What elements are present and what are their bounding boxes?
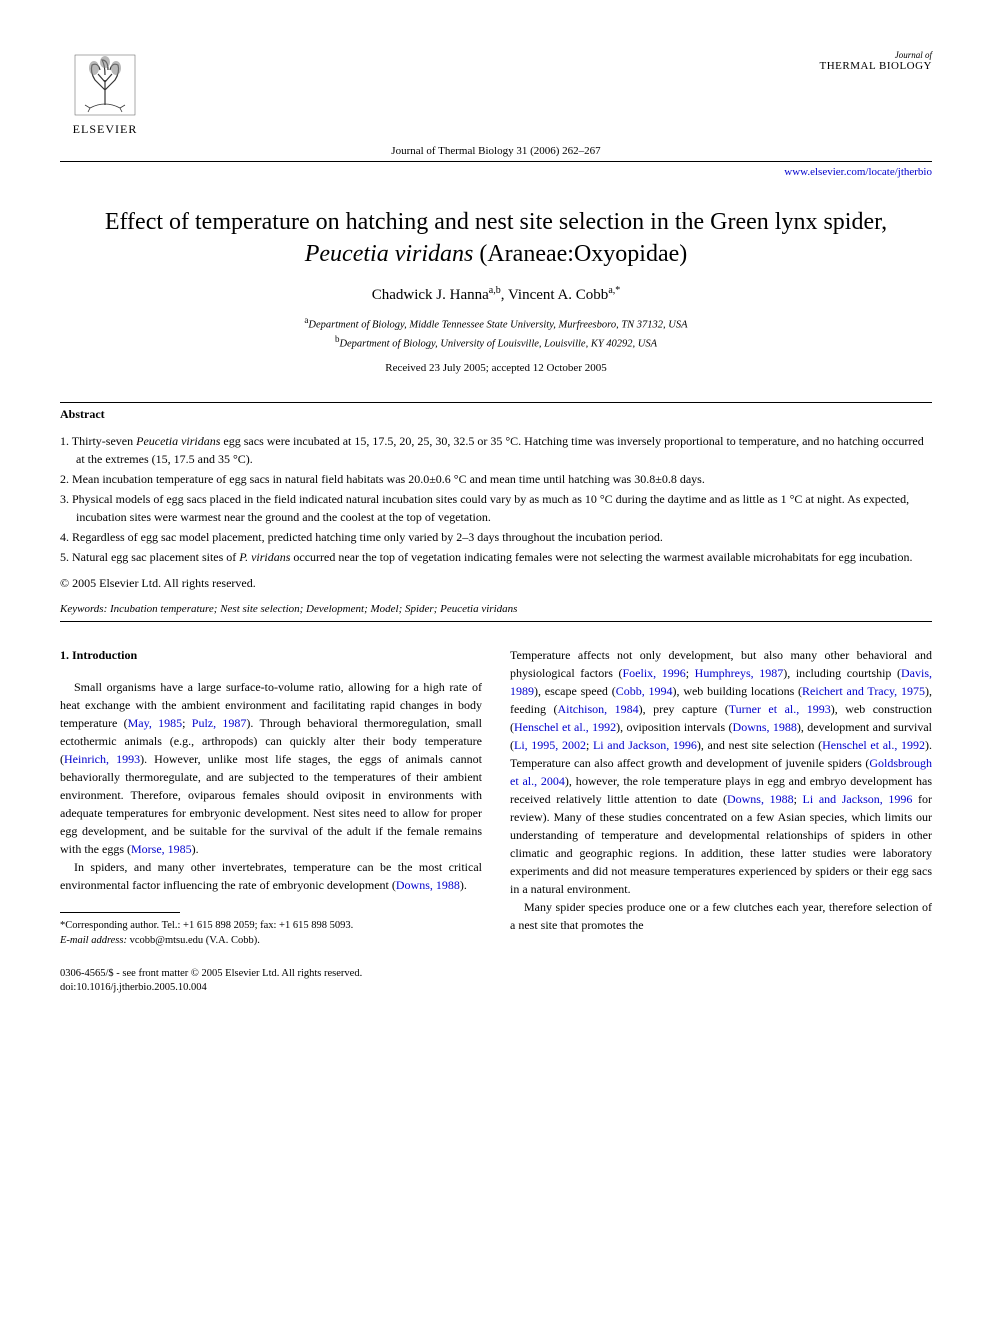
footnote-block: *Corresponding author. Tel.: +1 615 898 …: [60, 919, 482, 948]
title-species: Peucetia viridans: [305, 241, 474, 267]
abstract-item-3: 3. Physical models of egg sacs placed in…: [60, 490, 932, 526]
publisher-name: ELSEVIER: [73, 122, 138, 137]
publisher-logo: ELSEVIER: [60, 50, 150, 137]
cite-downs-1988c[interactable]: Downs, 1988: [727, 792, 794, 806]
header-rule: [60, 161, 932, 162]
cite-downs-1988b[interactable]: Downs, 1988: [733, 720, 797, 734]
cite-li-jackson-1996[interactable]: Li and Jackson, 1996: [593, 738, 697, 752]
cite-henschel-1992b[interactable]: Henschel et al., 1992: [822, 738, 925, 752]
cite-cobb-1994[interactable]: Cobb, 1994: [616, 684, 673, 698]
page-header: ELSEVIER Journal of THERMAL BIOLOGY: [60, 50, 932, 137]
author-1: Chadwick J. Hanna: [372, 287, 489, 303]
journal-url[interactable]: www.elsevier.com/locate/jtherbio: [60, 166, 932, 178]
abstract-item-5: 5. Natural egg sac placement sites of P.…: [60, 548, 932, 566]
column-left: 1. Introduction Small organisms have a l…: [60, 646, 482, 948]
cite-downs-1988[interactable]: Downs, 1988: [396, 878, 460, 892]
journal-badge: Journal of THERMAL BIOLOGY: [820, 50, 933, 72]
cite-reichert-tracy-1975[interactable]: Reichert and Tracy, 1975: [802, 684, 925, 698]
journal-citation-line: Journal of Thermal Biology 31 (2006) 262…: [60, 145, 932, 157]
cite-henschel-1992a[interactable]: Henschel et al., 1992: [514, 720, 616, 734]
cite-pulz-1987[interactable]: Pulz, 1987: [192, 716, 247, 730]
email-address[interactable]: vcobb@mtsu.edu (V.A. Cobb).: [127, 935, 260, 946]
affil-a: Department of Biology, Middle Tennessee …: [308, 319, 687, 330]
intro-para-2: In spiders, and many other invertebrates…: [60, 858, 482, 894]
copyright: © 2005 Elsevier Ltd. All rights reserved…: [60, 576, 932, 591]
title-text-post: (Araneae:Oxyopidae): [473, 241, 687, 267]
intro-para-3: Many spider species produce one or a few…: [510, 898, 932, 934]
email-label: E-mail address:: [60, 935, 127, 946]
cite-morse-1985[interactable]: Morse, 1985: [131, 842, 192, 856]
page-footer: 0306-4565/$ - see front matter © 2005 El…: [60, 967, 932, 996]
abstract-bottom-rule: [60, 621, 932, 622]
cite-foelix-1996[interactable]: Foelix, 1996: [622, 666, 685, 680]
cite-humphreys-1987[interactable]: Humphreys, 1987: [695, 666, 784, 680]
abstract-heading: Abstract: [60, 407, 932, 422]
author-2-sup: a,*: [608, 285, 620, 296]
journal-badge-name: THERMAL BIOLOGY: [820, 60, 933, 72]
cite-li-jackson-1996b[interactable]: Li and Jackson, 1996: [803, 792, 913, 806]
keywords-label: Keywords:: [60, 603, 107, 615]
authors: Chadwick J. Hannaa,b, Vincent A. Cobba,*: [60, 285, 932, 304]
email-line: E-mail address: vcobb@mtsu.edu (V.A. Cob…: [60, 934, 482, 949]
affil-b: Department of Biology, University of Lou…: [339, 339, 657, 350]
column-right: Temperature affects not only development…: [510, 646, 932, 948]
elsevier-tree-icon: [70, 50, 140, 120]
abstract-top-rule: [60, 402, 932, 403]
abstract-item-2: 2. Mean incubation temperature of egg sa…: [60, 470, 932, 488]
section-heading-intro: 1. Introduction: [60, 646, 482, 664]
cite-turner-1993[interactable]: Turner et al., 1993: [729, 702, 831, 716]
author-1-sup: a,b: [489, 285, 501, 296]
journal-badge-prefix: Journal of: [820, 50, 933, 60]
affiliations: aDepartment of Biology, Middle Tennessee…: [60, 314, 932, 353]
keywords-text: Incubation temperature; Nest site select…: [107, 603, 440, 615]
cite-may-1985[interactable]: May, 1985: [128, 716, 183, 730]
cite-heinrich-1993[interactable]: Heinrich, 1993: [64, 752, 140, 766]
corresponding-author: *Corresponding author. Tel.: +1 615 898 …: [60, 919, 482, 934]
footer-issn: 0306-4565/$ - see front matter © 2005 El…: [60, 967, 932, 982]
intro-para-2-cont: Temperature affects not only development…: [510, 646, 932, 898]
keywords-species: Peucetia viridans: [440, 603, 517, 615]
footnote-rule: [60, 912, 180, 913]
keywords: Keywords: Incubation temperature; Nest s…: [60, 603, 932, 615]
cite-aitchison-1984[interactable]: Aitchison, 1984: [557, 702, 638, 716]
author-2: Vincent A. Cobb: [508, 287, 608, 303]
intro-para-1: Small organisms have a large surface-to-…: [60, 678, 482, 858]
cite-li-1995-2002[interactable]: Li, 1995, 2002: [514, 738, 586, 752]
footer-doi: doi:10.1016/j.jtherbio.2005.10.004: [60, 981, 932, 996]
article-title: Effect of temperature on hatching and ne…: [80, 206, 912, 271]
abstract-item-1: 1. Thirty-seven Peucetia viridans egg sa…: [60, 432, 932, 468]
abstract-list: 1. Thirty-seven Peucetia viridans egg sa…: [60, 432, 932, 566]
article-dates: Received 23 July 2005; accepted 12 Octob…: [60, 362, 932, 374]
abstract-item-4: 4. Regardless of egg sac model placement…: [60, 528, 932, 546]
title-text-pre: Effect of temperature on hatching and ne…: [105, 209, 887, 235]
body-columns: 1. Introduction Small organisms have a l…: [60, 646, 932, 948]
